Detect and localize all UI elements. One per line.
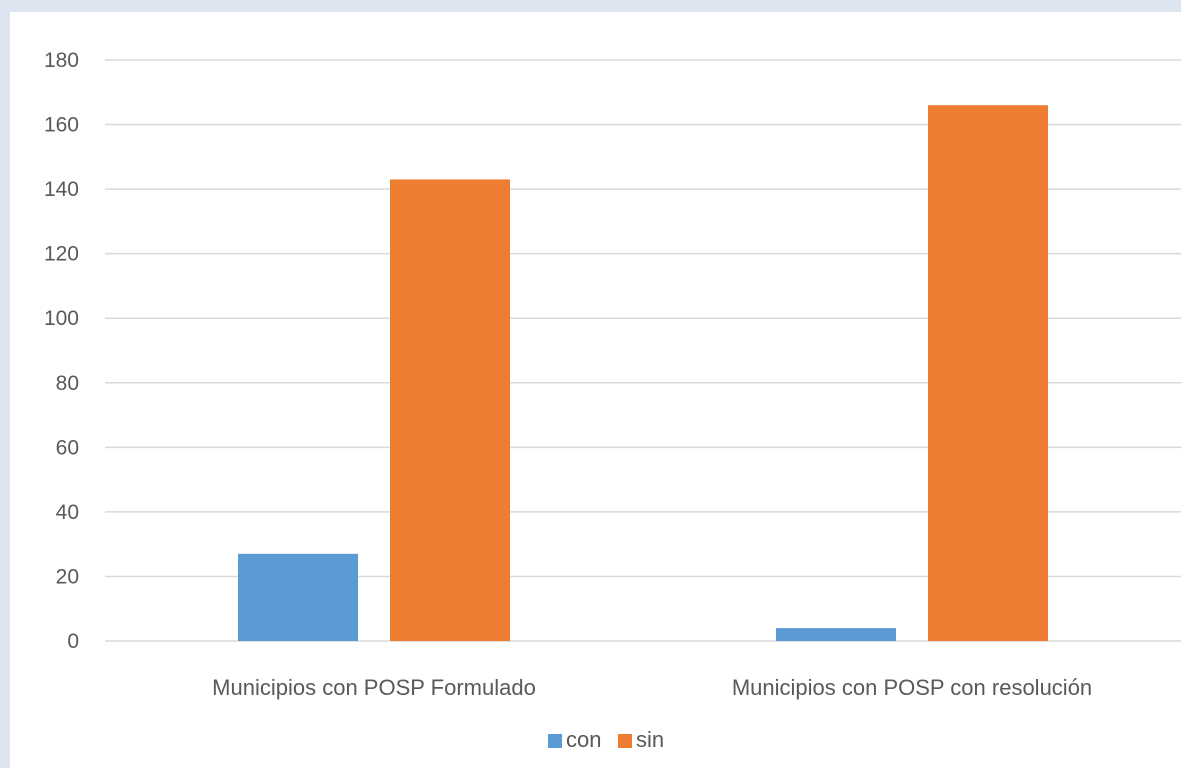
y-tick-label: 20: [56, 565, 79, 588]
bar-con-1: [238, 553, 358, 641]
bars: [238, 105, 1048, 641]
x-category-label: Municipios con POSP con resolución: [732, 675, 1092, 700]
y-tick-label: 140: [44, 178, 79, 201]
legend-swatch-sin: [618, 734, 632, 748]
bar-con-2: [776, 628, 896, 641]
legend: con sin: [548, 727, 664, 752]
legend-label-sin: sin: [636, 727, 664, 752]
y-tick-label: 100: [44, 307, 79, 330]
x-axis-category-labels: Municipios con POSP Formulado Municipios …: [212, 675, 1092, 700]
y-tick-label: 0: [67, 630, 79, 653]
y-tick-label: 160: [44, 114, 79, 137]
y-tick-label: 60: [56, 436, 79, 459]
bar-sin-1: [390, 179, 510, 641]
y-tick-label: 80: [56, 372, 79, 395]
x-category-label: Municipios con POSP Formulado: [212, 675, 536, 700]
legend-swatch-con: [548, 734, 562, 748]
y-tick-label: 180: [44, 49, 79, 72]
y-tick-label: 40: [56, 501, 79, 524]
y-axis-tick-labels: 0 20 40 60 80 100 120 140 160 180: [44, 49, 79, 653]
legend-label-con: con: [566, 727, 601, 752]
bar-sin-2: [928, 105, 1048, 641]
y-tick-label: 120: [44, 243, 79, 266]
